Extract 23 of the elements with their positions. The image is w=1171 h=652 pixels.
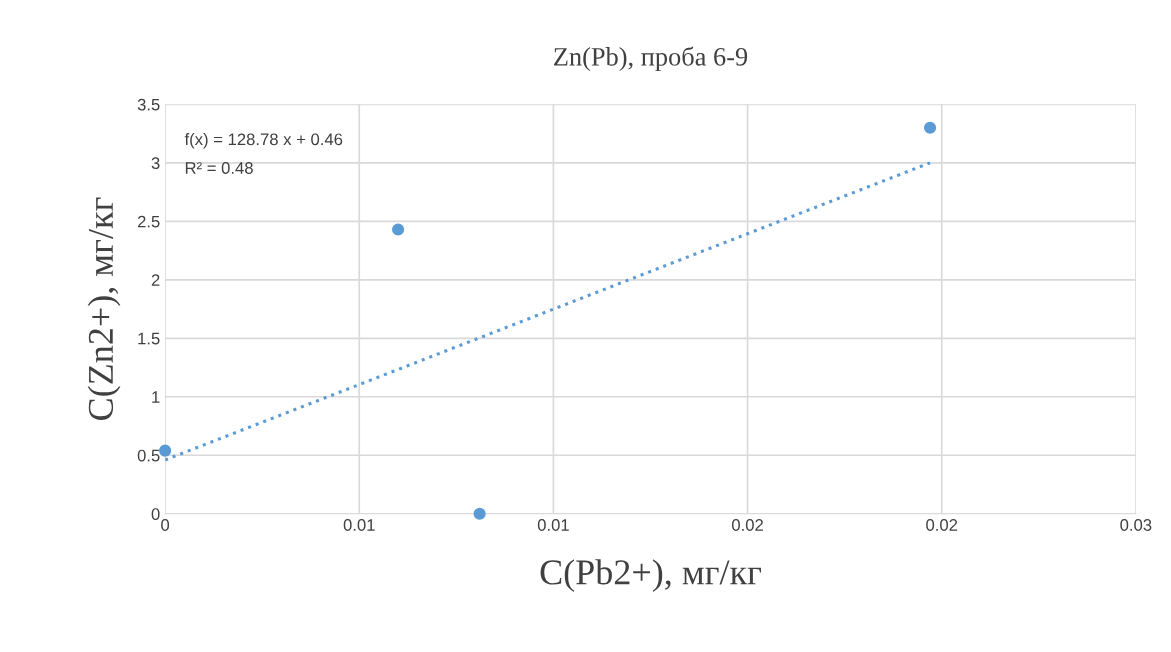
point [923, 121, 937, 134]
y-tick-label: 2 [151, 274, 160, 286]
x-tick-label: 0.02 [926, 519, 958, 531]
chart-title: Zn(Pb), проба 6-9 [554, 46, 748, 72]
x-axis-title: C(Pb2+), мг/кг [540, 559, 761, 592]
y-tick-label: 0.5 [137, 449, 160, 462]
point [159, 444, 172, 457]
y-tick-label: 1 [152, 391, 160, 403]
annotation: f(x) = 128.78 x + 0.46 [184, 132, 343, 149]
annotation: R² = 0.48 [185, 162, 253, 174]
y-tick-label: 3 [151, 157, 160, 170]
x-tick-label: 0 [161, 519, 170, 531]
x-tick-label: 0.02 [732, 519, 763, 531]
y-tick-label: 0 [151, 508, 160, 520]
y-tick-label: 2.5 [137, 215, 160, 228]
y-tick-label: 1.5 [138, 332, 160, 345]
y-axis-title: C(Zn2+), мг/кг [87, 197, 121, 420]
point [473, 507, 486, 520]
x-tick-label: 0.01 [343, 519, 375, 531]
x-tick-label: 0.03 [1120, 519, 1152, 531]
x-tick-label: 0.01 [537, 519, 569, 531]
point [392, 223, 405, 236]
y-tick-label: 3.5 [137, 98, 160, 111]
